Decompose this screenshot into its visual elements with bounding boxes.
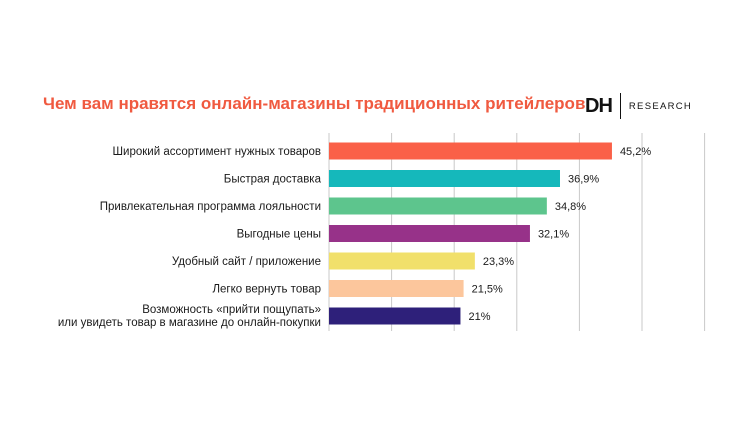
category-label: Удобный сайт / приложение — [172, 256, 321, 268]
bar — [329, 225, 530, 242]
logo-divider — [619, 93, 621, 119]
category-label: Легко вернуть товар — [212, 284, 321, 296]
category-label: Выгодные цены — [237, 229, 321, 241]
category-label: Быстрая доставка — [224, 174, 322, 186]
bar — [329, 170, 560, 187]
value-label: 36,9% — [568, 174, 599, 186]
value-label: 21,5% — [472, 284, 503, 296]
logo-mark: DH — [585, 94, 613, 117]
value-label: 45,2% — [620, 146, 651, 158]
value-label: 23,3% — [483, 256, 514, 268]
category-label-line: Возможность «прийти пощупать» — [142, 304, 321, 316]
value-label: 34,8% — [555, 201, 586, 213]
bar — [329, 280, 464, 297]
category-label-line: или увидеть товар в магазине до онлайн-п… — [58, 317, 321, 329]
bar — [329, 252, 475, 270]
category-label: Возможность «прийти пощупать» или увидеть… — [58, 304, 321, 329]
logo-text: RESEARCH — [628, 100, 693, 112]
chart-title: Чем вам нравятся онлайн-магазины традици… — [43, 94, 586, 113]
bar — [329, 142, 612, 160]
bar — [329, 307, 461, 325]
category-label: Широкий ассортимент нужных товаров — [113, 146, 322, 158]
value-label: 21% — [468, 311, 490, 323]
dh-research-logo: DH RESEARCH — [585, 92, 692, 120]
bar — [329, 197, 547, 215]
category-label: Привлекательная программа лояльности — [100, 201, 321, 213]
value-label: 32,1% — [538, 229, 569, 241]
